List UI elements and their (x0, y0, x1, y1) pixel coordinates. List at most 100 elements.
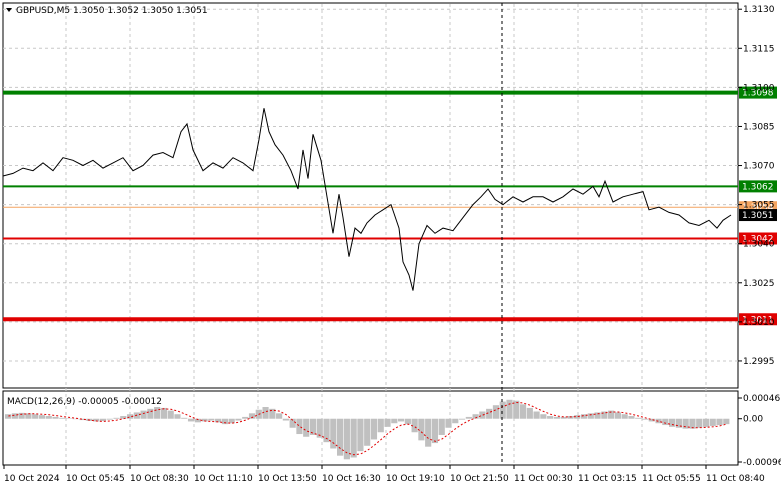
macd-histogram-bar (113, 417, 120, 419)
level-tag-label: 1.3098 (742, 89, 774, 99)
macd-histogram-bar (689, 418, 696, 429)
current-price-label: 1.3051 (742, 211, 774, 221)
macd-histogram-bar (675, 418, 682, 428)
macd-histogram-bar (120, 416, 127, 419)
macd-histogram-bar (669, 418, 676, 427)
macd-histogram-bar (458, 418, 466, 420)
price-tick-label: 1.2995 (743, 357, 775, 367)
macd-panel-frame[interactable] (2, 390, 739, 466)
macd-signal-line (8, 401, 727, 456)
macd-histogram-bar (696, 418, 703, 428)
macd-histogram-bar (350, 418, 357, 458)
macd-histogram-bar (235, 418, 242, 421)
price-tick-label: 1.3100 (743, 83, 775, 93)
macd-histogram-bar (608, 410, 615, 419)
price-tick-label: 1.3070 (743, 162, 775, 172)
macd-histogram-bar (59, 417, 66, 419)
macd-histogram-bar (126, 414, 134, 419)
macd-histogram-bar (99, 418, 107, 421)
macd-histogram-bar (276, 413, 283, 419)
time-tick-label: 10 Oct 21:50 (450, 474, 509, 484)
macd-histogram-bar (553, 416, 561, 419)
price-axis[interactable]: 1.31301.31151.31001.30851.30701.30551.30… (738, 5, 781, 468)
macd-histogram-bar (425, 418, 432, 447)
macd-histogram-bar (547, 416, 554, 419)
macd-histogram-bar (709, 418, 716, 426)
macd-histogram-bar (384, 418, 391, 427)
macd-histogram-bar (587, 413, 594, 419)
macd-histogram-bar (418, 418, 425, 441)
macd-histogram-bar (404, 418, 411, 425)
macd-histogram-bar (391, 418, 398, 424)
macd-histogram-bar (411, 418, 418, 433)
time-tick-label: 10 Oct 2024 (4, 474, 60, 484)
macd-histogram-bar (45, 416, 52, 419)
price-tick-label: 1.3055 (743, 201, 775, 211)
price-tick-label: 1.3085 (743, 122, 775, 132)
time-tick-label: 10 Oct 19:10 (386, 474, 445, 484)
price-tick-label: 1.3040 (743, 240, 775, 250)
macd-histogram-bar (452, 418, 459, 424)
macd-histogram-bar (628, 416, 635, 419)
macd-histogram-bar (513, 400, 520, 419)
grid-lines (3, 4, 738, 465)
price-tick-label: 1.3025 (743, 279, 775, 289)
macd-histogram-bar (221, 418, 228, 425)
macd-histogram-bar (526, 407, 533, 419)
macd-histogram-bar (377, 418, 384, 433)
macd-histogram-bar (248, 413, 256, 419)
time-axis[interactable]: 10 Oct 2024 10 Oct 05:45 10 Oct 08:30 10 Oc… (3, 465, 765, 484)
macd-histogram-bar (445, 418, 452, 428)
level-tag-1.3098 (739, 86, 777, 99)
time-tick-label: 10 Oct 08:30 (130, 474, 189, 484)
macd-histogram-bar (574, 415, 581, 419)
macd-histogram-bar (601, 411, 608, 419)
macd-histogram-bar (316, 418, 323, 438)
macd-histogram-bar (702, 418, 710, 427)
level-tag-label: 1.3054 (742, 203, 774, 213)
macd-histogram-bar (323, 418, 330, 443)
macd-histogram-bar (499, 401, 506, 419)
time-tick-label: 10 Oct 13:50 (258, 474, 317, 484)
level-tag-1.3042 (739, 232, 777, 245)
macd-histogram-bar (662, 418, 669, 426)
level-tag-1.3062 (739, 180, 777, 193)
price-tick-label: 1.3010 (743, 318, 775, 328)
macd-indicator (5, 399, 730, 460)
macd-histogram-bar (614, 412, 621, 419)
macd-histogram-bar (370, 418, 378, 440)
time-tick-label: 11 Oct 08:40 (706, 474, 765, 484)
macd-histogram-bar (309, 418, 317, 435)
macd-histogram-bar (201, 418, 208, 422)
macd-histogram-bar (465, 416, 472, 419)
macd-histogram-bar (289, 418, 296, 428)
macd-histogram-bar (25, 413, 32, 419)
level-tag-label: 1.3042 (742, 234, 774, 244)
macd-histogram-bar (479, 411, 486, 419)
macd-histogram-bar (472, 414, 479, 419)
current-price-tag (739, 209, 777, 222)
macd-histogram-bar (635, 417, 642, 419)
macd-tick-label: -0.00096 (743, 458, 781, 468)
macd-histogram-bar (682, 418, 689, 429)
macd-histogram-bar (93, 418, 100, 422)
macd-histogram-bar (154, 407, 161, 419)
level-tag-label: 1.3011 (742, 315, 774, 325)
dropdown-triangle-icon[interactable] (6, 8, 12, 12)
level-tag-1.3011 (739, 313, 777, 326)
time-tick-label: 10 Oct 11:10 (194, 474, 253, 484)
macd-histogram-bar (242, 416, 249, 419)
macd-histogram-bar (282, 418, 289, 421)
macd-histogram-bar (337, 418, 344, 456)
level-tag-label: 1.3062 (742, 182, 774, 192)
time-tick-label: 11 Oct 05:55 (642, 474, 701, 484)
macd-histogram-bar (174, 414, 181, 419)
macd-histogram-bar (11, 413, 18, 419)
horizontal-levels[interactable]: 1.3098 1.3062 1.3054 1.3042 1.3011 (3, 86, 777, 326)
time-tick-label: 10 Oct 16:30 (322, 474, 381, 484)
macd-histogram-bar (228, 418, 235, 424)
macd-histogram-bar (716, 418, 723, 426)
macd-histogram-bar (343, 418, 350, 460)
price-panel-frame[interactable] (2, 2, 739, 389)
